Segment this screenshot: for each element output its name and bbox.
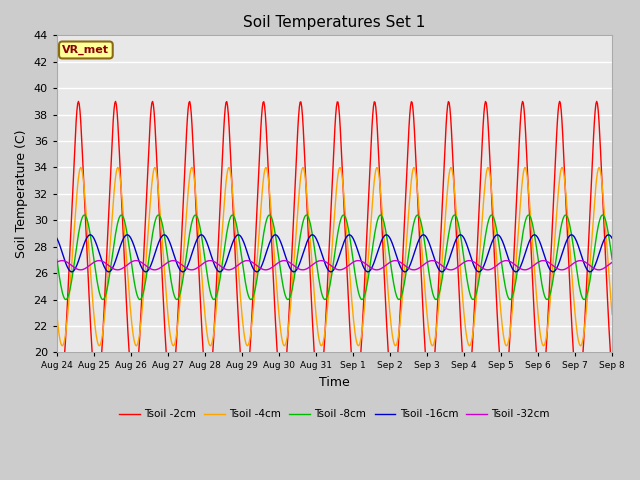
Tsoil -2cm	[56, 389, 64, 395]
Tsoil -32cm	[465, 258, 473, 264]
Tsoil -32cm	[177, 261, 184, 266]
Tsoil -32cm	[447, 267, 454, 273]
Tsoil -4cm	[77, 165, 84, 170]
Tsoil -16cm	[197, 232, 205, 238]
Tsoil -8cm	[63, 296, 70, 302]
Tsoil -16cm	[216, 269, 223, 275]
Line: Tsoil -8cm: Tsoil -8cm	[57, 215, 612, 300]
Tsoil -8cm	[608, 256, 616, 262]
Tsoil -4cm	[420, 270, 428, 276]
Tsoil -4cm	[608, 312, 616, 317]
Tsoil -8cm	[53, 256, 61, 262]
Tsoil -16cm	[207, 251, 214, 256]
Tsoil -16cm	[53, 235, 61, 241]
Tsoil -2cm	[403, 171, 410, 177]
Tsoil -4cm	[178, 272, 186, 278]
Tsoil -16cm	[420, 232, 428, 238]
Legend: Tsoil -2cm, Tsoil -4cm, Tsoil -8cm, Tsoil -16cm, Tsoil -32cm: Tsoil -2cm, Tsoil -4cm, Tsoil -8cm, Tsoi…	[115, 405, 554, 423]
Tsoil -16cm	[177, 267, 184, 273]
Line: Tsoil -4cm: Tsoil -4cm	[57, 168, 612, 346]
Tsoil -4cm	[207, 342, 215, 348]
Tsoil -32cm	[120, 264, 128, 270]
Tsoil -32cm	[63, 259, 70, 265]
Tsoil -8cm	[403, 265, 410, 271]
Tsoil -2cm	[53, 372, 61, 378]
Text: VR_met: VR_met	[62, 45, 109, 55]
Tsoil -4cm	[53, 312, 61, 317]
Tsoil -32cm	[608, 259, 616, 265]
Tsoil -8cm	[206, 287, 214, 292]
Tsoil -2cm	[419, 306, 427, 312]
Line: Tsoil -16cm: Tsoil -16cm	[57, 235, 612, 272]
Tsoil -2cm	[207, 378, 214, 384]
X-axis label: Time: Time	[319, 376, 350, 389]
Tsoil -32cm	[53, 259, 61, 265]
Tsoil -8cm	[177, 289, 184, 295]
Tsoil -8cm	[120, 216, 128, 222]
Tsoil -2cm	[608, 372, 616, 378]
Tsoil -4cm	[122, 243, 129, 249]
Y-axis label: Soil Temperature (C): Soil Temperature (C)	[15, 130, 28, 258]
Tsoil -16cm	[120, 235, 128, 240]
Tsoil -16cm	[608, 235, 616, 241]
Tsoil -2cm	[64, 296, 72, 301]
Line: Tsoil -2cm: Tsoil -2cm	[57, 101, 612, 392]
Tsoil -32cm	[419, 263, 426, 269]
Title: Soil Temperatures Set 1: Soil Temperatures Set 1	[243, 15, 426, 30]
Line: Tsoil -32cm: Tsoil -32cm	[57, 261, 612, 270]
Tsoil -32cm	[206, 258, 214, 264]
Tsoil -32cm	[402, 264, 410, 269]
Tsoil -4cm	[404, 226, 412, 232]
Tsoil -8cm	[420, 233, 428, 239]
Tsoil -8cm	[395, 297, 403, 302]
Tsoil -2cm	[121, 265, 129, 271]
Tsoil -4cm	[95, 343, 103, 348]
Tsoil -2cm	[177, 244, 185, 250]
Tsoil -2cm	[593, 98, 600, 104]
Tsoil -16cm	[63, 263, 70, 269]
Tsoil -16cm	[404, 267, 412, 273]
Tsoil -4cm	[63, 320, 70, 326]
Tsoil -8cm	[413, 212, 421, 218]
